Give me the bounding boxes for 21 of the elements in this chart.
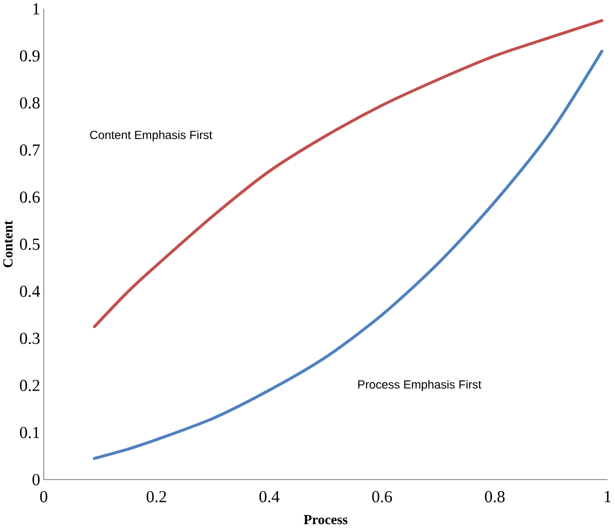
x-tick-label: 0.4 bbox=[259, 491, 280, 503]
x-tick-label: 0.6 bbox=[372, 491, 392, 503]
x-tick-label: 1 bbox=[604, 491, 611, 502]
y-tick-label: 0.7 bbox=[20, 144, 40, 156]
x-tick-label: 0.8 bbox=[484, 491, 505, 503]
x-tick-label: 0 bbox=[40, 491, 48, 503]
y-tick-label: 0.1 bbox=[20, 427, 40, 438]
y-tick-label: 0.2 bbox=[20, 380, 40, 392]
y-tick-label: 0.8 bbox=[20, 98, 40, 109]
y-tick-label: 0.9 bbox=[20, 50, 40, 62]
y-axis-title: Content bbox=[3, 220, 13, 268]
y-tick-label: 0.3 bbox=[20, 332, 40, 344]
annotation: Content Emphasis First bbox=[90, 130, 212, 142]
y-tick-label: 0.5 bbox=[20, 238, 40, 250]
y-tick-label: 1 bbox=[33, 4, 40, 15]
x-axis-title: Process bbox=[304, 515, 348, 524]
y-tick-label: 0.4 bbox=[20, 286, 40, 298]
y-tick-label: 0.6 bbox=[20, 192, 40, 204]
x-tick-label: 0.2 bbox=[146, 491, 166, 503]
annotation: Process Emphasis First bbox=[358, 380, 482, 392]
y-tick-label: 0 bbox=[32, 474, 40, 486]
